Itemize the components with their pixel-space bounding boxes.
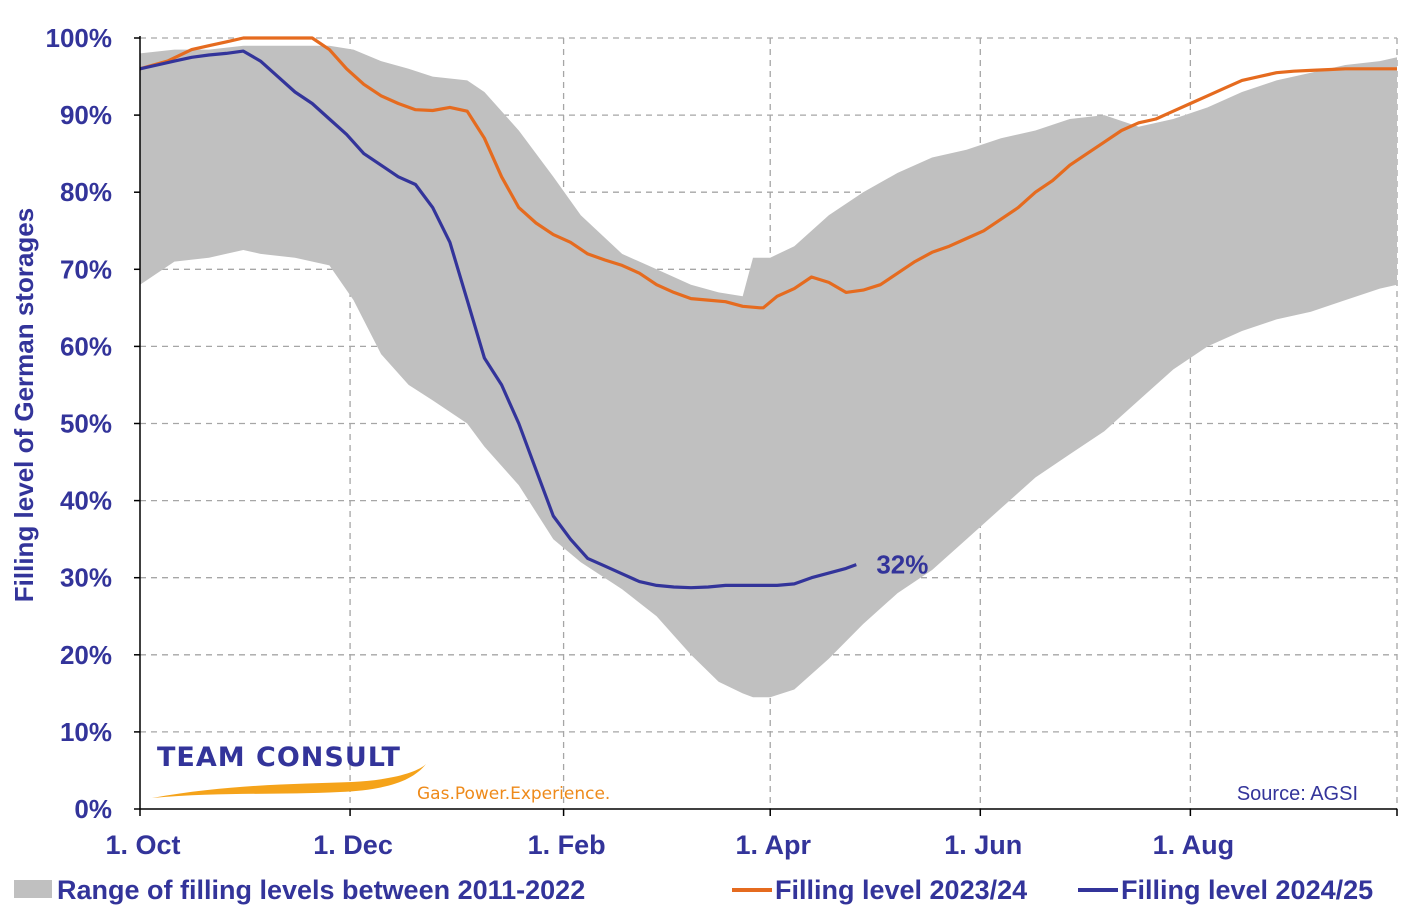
x-tick-label: 1. Feb [528, 830, 606, 860]
axes [134, 36, 1398, 816]
logo-swoosh [152, 764, 426, 798]
y-tick-label: 90% [60, 100, 112, 130]
source-note: Source: AGSI [1237, 783, 1358, 805]
logo-tagline: Gas.Power.Experience. [417, 784, 610, 804]
end-value-annotation: 32% [876, 550, 928, 580]
y-tick-label: 70% [60, 254, 112, 284]
y-tick-label: 60% [60, 331, 112, 361]
y-axis-label: Filling level of German storages [9, 208, 39, 602]
x-tick-label: 1. Jun [944, 830, 1022, 860]
y-tick-label: 50% [60, 409, 112, 439]
y-tick-labels: 0% 10% 20% 30% 40% 50% 60% 70% 80% 90% 100% [46, 23, 113, 824]
y-tick-label: 30% [60, 563, 112, 593]
x-tick-label: 1. Apr [735, 830, 811, 860]
legend-label-2023-24: Filling level 2023/24 [775, 875, 1027, 905]
x-tick-label: 1. Dec [313, 830, 393, 860]
y-tick-label: 10% [60, 717, 112, 747]
legend-swatch-range [14, 880, 52, 898]
y-tick-label: 40% [60, 486, 112, 516]
legend: Range of filling levels between 2011-202… [14, 875, 1373, 905]
y-tick-label: 20% [60, 640, 112, 670]
x-tick-labels: 1. Oct 1. Dec 1. Feb 1. Apr 1. Jun 1. Aug [105, 830, 1234, 860]
y-tick-label: 100% [46, 23, 113, 53]
legend-label-2024-25: Filling level 2024/25 [1121, 875, 1373, 905]
x-tick-label: 1. Aug [1153, 830, 1235, 860]
series-line-2024-25 [139, 49, 857, 590]
logo-name: TEAM CONSULT [157, 742, 401, 773]
range-band [140, 45, 1397, 698]
series-line-2023-24 [139, 36, 1397, 310]
legend-label-range: Range of filling levels between 2011-202… [57, 875, 585, 905]
x-tick-label: 1. Oct [105, 830, 180, 860]
y-tick-label: 0% [74, 794, 112, 824]
y-tick-label: 80% [60, 177, 112, 207]
logo: TEAM CONSULT Gas.Power.Experience. [152, 742, 610, 804]
